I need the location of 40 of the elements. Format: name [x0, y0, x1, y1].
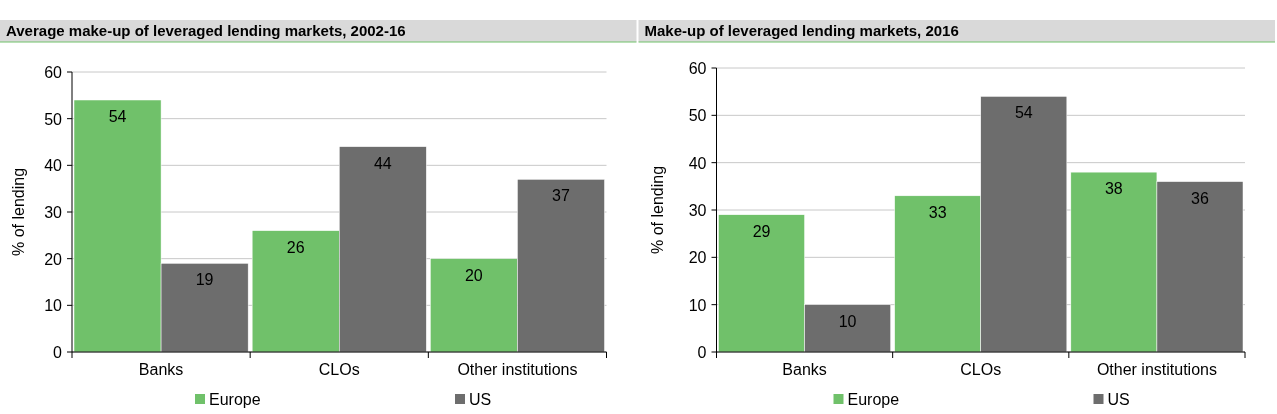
y-tick-label: 0 [53, 344, 63, 361]
data-label: 26 [286, 238, 305, 256]
y-tick-label: 60 [44, 64, 63, 81]
x-tick-label: Other institutions [457, 361, 578, 378]
y-tick-label: 60 [688, 60, 707, 77]
legend-label: Europe [209, 391, 261, 408]
y-tick-label: 50 [688, 107, 707, 125]
chart-title: Average make-up of leveraged lending markets, 2002-16 [6, 22, 406, 39]
y-axis-title: % of lending [10, 167, 27, 257]
x-tick-label: Other institutions [1096, 361, 1217, 378]
data-label: 54 [1014, 104, 1033, 122]
y-tick-label: 40 [688, 154, 707, 172]
data-label: 10 [838, 312, 857, 330]
x-tick-label: CLOs [318, 361, 360, 378]
y-tick-label: 20 [688, 249, 707, 267]
y-tick-label: 10 [44, 297, 63, 315]
y-axis-title: % of lending [648, 165, 666, 255]
data-label: 38 [1104, 180, 1123, 198]
data-label: 36 [1191, 189, 1209, 207]
y-tick-label: 20 [44, 250, 63, 268]
data-label: 37 [552, 187, 570, 205]
x-tick-label: CLOs [960, 361, 1002, 378]
legend-label: Europe [847, 391, 900, 408]
y-tick-label: 30 [688, 202, 707, 219]
y-tick-label: 40 [44, 157, 63, 175]
data-label: 29 [752, 222, 771, 240]
y-tick-label: 50 [44, 110, 63, 128]
legend-label: US [1107, 391, 1130, 408]
data-label: 33 [928, 203, 947, 221]
y-tick-label: 0 [697, 344, 707, 361]
data-label: 20 [464, 266, 483, 284]
x-tick-label: Banks [782, 361, 827, 378]
legend-label: US [469, 391, 492, 408]
chart-title: Make-up of leveraged lending markets, 2016 [644, 22, 959, 39]
data-label: 54 [108, 108, 127, 125]
x-tick-label: Banks [138, 361, 184, 378]
data-label: 19 [195, 271, 214, 289]
y-tick-label: 10 [688, 296, 707, 314]
y-tick-label: 30 [44, 204, 63, 221]
data-label: 44 [373, 154, 392, 172]
